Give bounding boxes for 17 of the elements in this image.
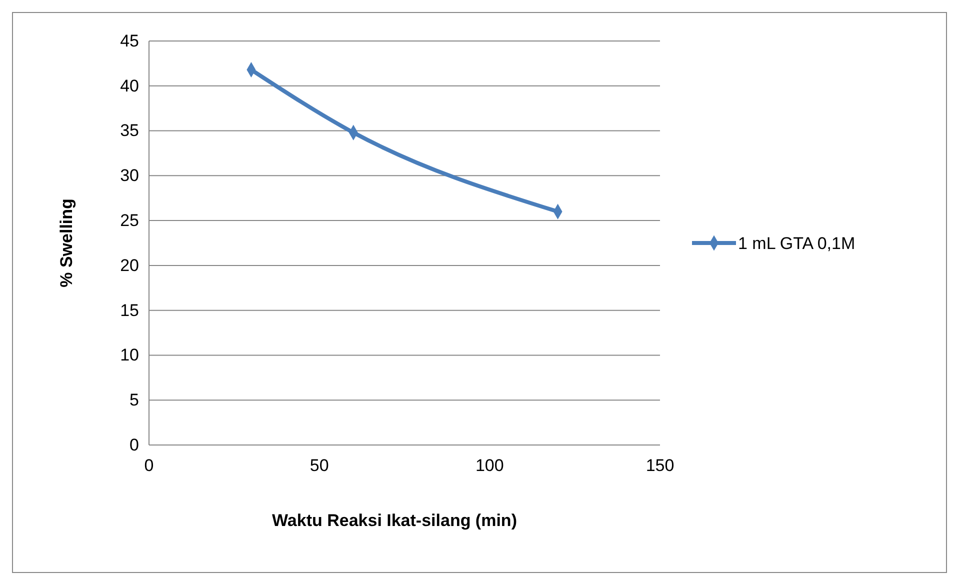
x-tick-label: 150: [646, 456, 674, 476]
y-tick-label: 40: [120, 76, 139, 96]
y-tick-label: 30: [120, 166, 139, 186]
y-tick-label: 0: [130, 435, 139, 454]
y-tick-label: 25: [120, 210, 139, 230]
y-tick-label: 45: [120, 31, 139, 50]
y-axis-title: % Swelling: [57, 198, 76, 288]
x-tick-label: 100: [475, 456, 504, 476]
y-tick-label: 5: [130, 390, 139, 410]
y-tick-label: 15: [120, 300, 139, 320]
x-tick-label: 50: [310, 456, 329, 476]
y-tick-label: 10: [120, 346, 139, 365]
y-tick-label: 35: [120, 121, 139, 140]
x-tick-label: 0: [144, 456, 154, 476]
legend-label: 1 mL GTA 0,1M: [738, 234, 856, 253]
y-tick-label: 20: [120, 256, 139, 275]
x-axis-title: Waktu Reaksi Ikat-silang (min): [272, 511, 517, 530]
